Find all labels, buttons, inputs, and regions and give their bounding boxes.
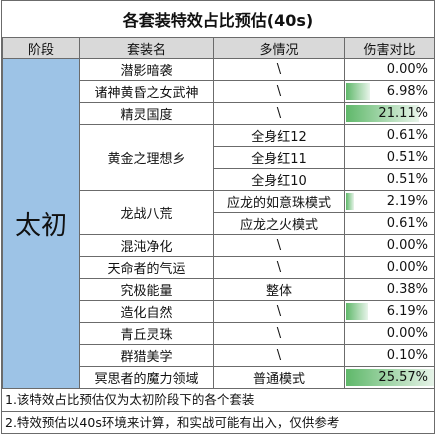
ratio-cell: 0.51%	[344, 146, 435, 169]
ratio-cell: 0.00%	[344, 58, 435, 81]
table-row: 精灵国度 \ 21.11%	[3, 102, 435, 125]
case-cell: 应龙之火模式	[213, 212, 345, 235]
table-row: 太初 潜影暗袭 \ 0.00%	[2, 58, 435, 389]
table-title: 各套装特效占比预估(40s)	[2, 1, 434, 38]
set-name: 造化自然	[79, 300, 214, 323]
case-cell: \	[213, 234, 345, 257]
ratio-cell: 0.00%	[344, 234, 435, 257]
table-row: 混沌净化 \ 0.00%	[3, 234, 435, 257]
table-row: 群猎美学 \ 0.10%	[3, 344, 435, 367]
ratio-value: 0.00%	[386, 238, 428, 253]
table-row: 诸神黄昏之女武神 \ 6.98%	[3, 80, 435, 103]
header-row: 阶段 套装名 多情况 伤害对比	[2, 37, 435, 59]
header-damage-ratio: 伤害对比	[344, 37, 435, 59]
ratio-value: 0.51%	[386, 150, 428, 165]
header-set-name: 套装名	[79, 37, 214, 59]
case-cell: 全身红11	[213, 146, 345, 169]
set-name: 龙战八荒	[79, 190, 214, 235]
set-name: 潜影暗袭	[79, 58, 214, 81]
effect-ratio-table: 阶段 套装名 多情况 伤害对比 太初 潜影暗袭 \ 0.00% 诸神黄昏之女武神…	[2, 37, 435, 389]
case-cell: 全身红12	[213, 124, 345, 147]
table-row: 冥思者的魔力领域 普通模式 25.57%	[3, 366, 435, 389]
table-row: 应龙之火模式 0.61%	[3, 212, 435, 235]
stage-cell: 太初	[2, 58, 80, 389]
case-cell: \	[213, 344, 345, 367]
case-cell: 整体	[213, 278, 345, 301]
ratio-cell: 0.00%	[344, 322, 435, 345]
set-name: 混沌净化	[79, 234, 214, 257]
ratio-bar	[346, 193, 354, 210]
case-cell: \	[213, 322, 345, 345]
ratio-value: 6.19%	[386, 304, 428, 319]
ratio-value: 25.57%	[378, 370, 428, 385]
set-name: 究极能量	[79, 278, 214, 301]
set-name: 精灵国度	[79, 102, 214, 125]
set-name: 诸神黄昏之女武神	[79, 80, 214, 103]
ratio-value: 2.19%	[386, 194, 428, 209]
ratio-value: 0.61%	[386, 128, 428, 143]
note-line: 2.特效预估以40s环境来计算，和实战可能有出入，仅供参考	[2, 411, 434, 434]
set-name: 黄金之理想乡	[79, 124, 214, 191]
case-cell: \	[213, 256, 345, 279]
table-row: 天命者的气运 \ 0.00%	[3, 256, 435, 279]
ratio-cell: 0.61%	[344, 124, 435, 147]
ratio-cell: 0.61%	[344, 212, 435, 235]
case-cell: \	[213, 80, 345, 103]
ratio-cell: 2.19%	[344, 190, 435, 213]
ratio-cell: 0.51%	[344, 168, 435, 191]
notes: 1.该特效占比预估仅为太初阶段下的各个套装 2.特效预估以40s环境来计算，和实…	[2, 388, 434, 434]
ratio-cell: 25.57%	[344, 366, 435, 389]
ratio-value: 6.98%	[386, 84, 428, 99]
ratio-value: 0.00%	[386, 62, 428, 77]
ratio-cell: 21.11%	[344, 102, 435, 125]
header-stage: 阶段	[2, 37, 80, 59]
ratio-bar	[346, 303, 368, 320]
set-name: 天命者的气运	[79, 256, 214, 279]
case-cell: 普通模式	[213, 366, 345, 389]
ratio-value: 0.00%	[386, 326, 428, 341]
set-name: 冥思者的魔力领域	[79, 366, 214, 389]
case-cell: \	[213, 58, 345, 81]
table-row: 全身红10 0.51%	[3, 168, 435, 191]
table-row: 黄金之理想乡 全身红12 0.61%	[3, 124, 435, 191]
ratio-value: 0.61%	[386, 216, 428, 231]
case-cell: 全身红10	[213, 168, 345, 191]
ratio-cell: 0.10%	[344, 344, 435, 367]
ratio-value: 21.11%	[378, 106, 428, 121]
ratio-value: 0.51%	[386, 172, 428, 187]
ratio-bar	[346, 83, 371, 100]
note-line: 1.该特效占比预估仅为太初阶段下的各个套装	[2, 388, 434, 411]
set-name: 青丘灵珠	[79, 322, 214, 345]
ratio-cell: 0.38%	[344, 278, 435, 301]
ratio-cell: 6.98%	[344, 80, 435, 103]
case-cell: \	[213, 300, 345, 323]
ratio-value: 0.10%	[386, 348, 428, 363]
ratio-cell: 0.00%	[344, 256, 435, 279]
ratio-bar	[346, 105, 420, 122]
case-cell: \	[213, 102, 345, 125]
ratio-value: 0.38%	[386, 282, 428, 297]
case-cell: 应龙的如意珠模式	[213, 190, 345, 213]
set-name: 群猎美学	[79, 344, 214, 367]
ratio-cell: 6.19%	[344, 300, 435, 323]
ratio-bar	[346, 369, 434, 386]
ratio-value: 0.00%	[386, 260, 428, 275]
table-row: 龙战八荒 应龙的如意珠模式 2.19%	[3, 190, 435, 235]
header-case: 多情况	[213, 37, 345, 59]
